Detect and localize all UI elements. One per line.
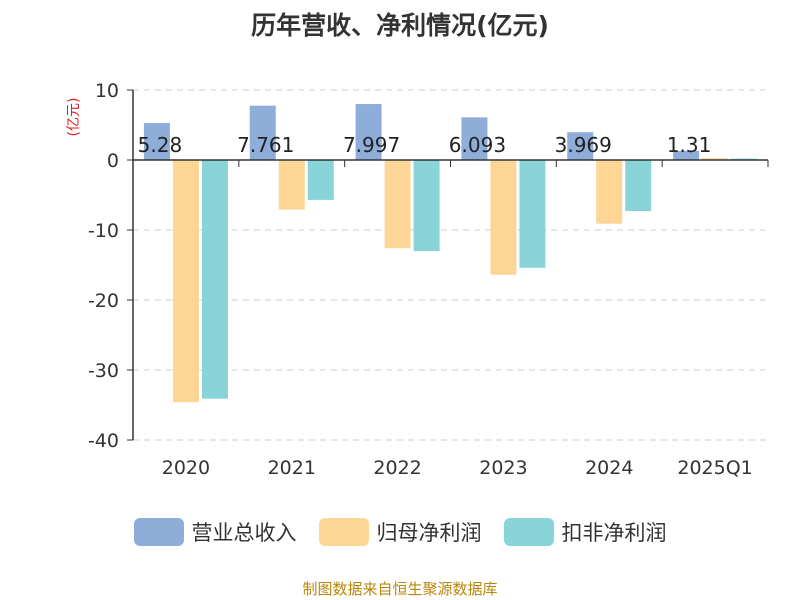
data-label: 7.761 [237, 133, 294, 157]
x-tick-label: 2024 [585, 457, 633, 479]
bar [673, 150, 700, 160]
data-label: 1.31 [667, 133, 712, 157]
chart-title: 历年营收、净利情况(亿元) [251, 11, 549, 40]
legend-item[interactable]: 归母净利润 [318, 517, 482, 547]
legend-label: 营业总收入 [191, 521, 297, 545]
axis-layer: 10 0 -10 -20 -30 -40 [88, 80, 769, 452]
bar [143, 123, 170, 160]
y-tick-label: 0 [107, 150, 119, 172]
legend-swatch [133, 518, 184, 546]
bar [625, 160, 652, 212]
legend-label: 归母净利润 [376, 521, 482, 545]
data-label: 5.28 [138, 133, 183, 157]
bar [702, 158, 729, 160]
y-tick-label: -10 [88, 220, 119, 242]
legend-label: 扣非净利润 [561, 521, 667, 545]
legend: 营业总收入 归母净利润 扣非净利润 [0, 517, 800, 547]
bar [355, 104, 382, 160]
legend-swatch [318, 518, 369, 546]
x-tick-label: 2022 [373, 457, 421, 479]
data-label: 7.997 [343, 133, 400, 157]
legend-item[interactable]: 扣非净利润 [503, 517, 667, 547]
legend-item[interactable]: 营业总收入 [133, 517, 297, 547]
bar [461, 117, 488, 160]
bar [596, 160, 623, 224]
legend-swatch [503, 518, 554, 546]
data-label: 3.969 [555, 133, 612, 157]
bar [519, 160, 546, 268]
source-note: 制图数据来自恒生聚源数据库 [302, 580, 498, 598]
bar [384, 160, 411, 249]
x-tick-label: 2023 [479, 457, 527, 479]
y-axis-title: (亿元) [66, 98, 82, 137]
bar [307, 160, 334, 200]
grid-layer [133, 89, 768, 441]
x-tick-label: 2025Q1 [677, 457, 752, 479]
x-tick-label: 2021 [268, 457, 316, 479]
bar-layer [143, 104, 758, 403]
label-layer: 2020 5.28 2021 7.761 2022 7.997 2023 6.093 2024 3… [138, 133, 753, 479]
bar [172, 160, 199, 403]
bar [249, 105, 276, 160]
y-tick-label: -30 [88, 360, 119, 382]
bar [201, 160, 228, 399]
data-label: 6.093 [449, 133, 506, 157]
bar [278, 160, 305, 210]
bar [490, 160, 517, 275]
bar [413, 160, 440, 251]
y-tick-label: 10 [95, 80, 119, 102]
y-tick-label: -40 [88, 430, 119, 452]
bar [567, 132, 594, 160]
y-tick-label: -20 [88, 290, 119, 312]
x-tick-label: 2020 [162, 457, 210, 479]
